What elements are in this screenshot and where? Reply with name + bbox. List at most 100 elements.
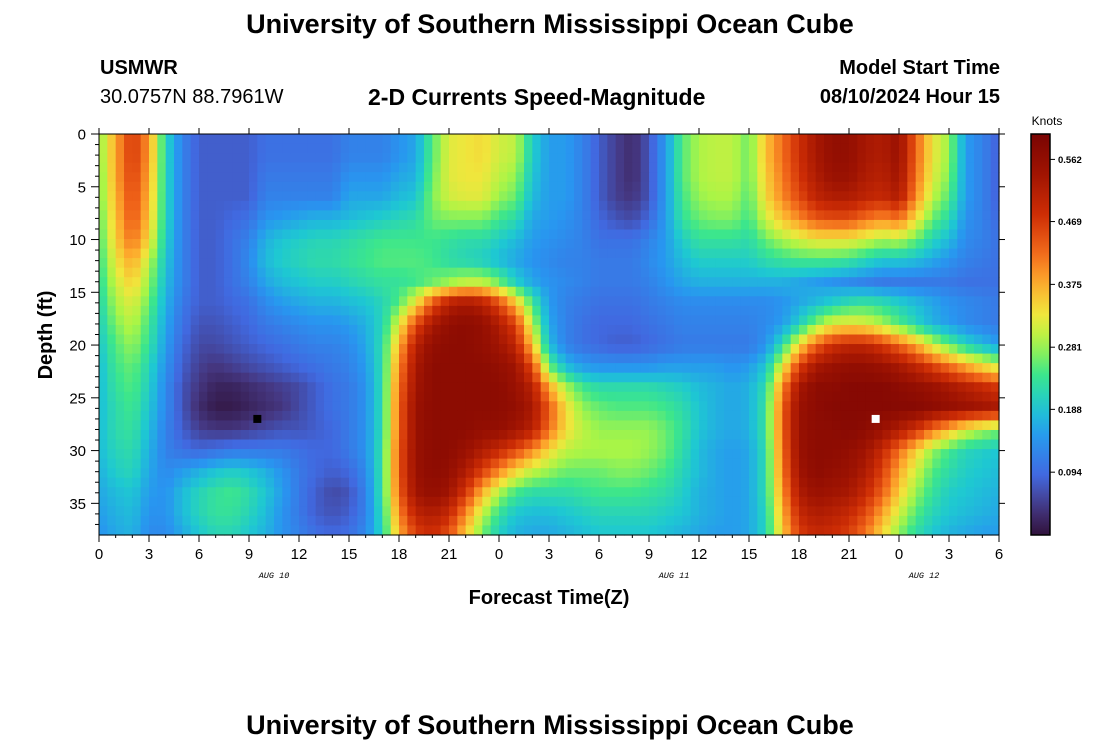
- heatmap-cell: [907, 449, 917, 460]
- heatmap-cell: [857, 468, 867, 479]
- heatmap-cell: [949, 449, 958, 460]
- heatmap-cell: [490, 429, 500, 441]
- heatmap-cell: [549, 219, 558, 231]
- heatmap-cell: [532, 420, 542, 431]
- heatmap-cell: [332, 286, 342, 297]
- heatmap-cell: [774, 439, 783, 450]
- heatmap-cell: [140, 305, 150, 317]
- heatmap-cell: [465, 191, 475, 202]
- heatmap-cell: [449, 315, 458, 326]
- heatmap-cell: [807, 506, 817, 517]
- heatmap-cell: [790, 200, 800, 211]
- heatmap-cell: [457, 487, 467, 498]
- heatmap-cell: [440, 353, 450, 364]
- heatmap-cell: [549, 286, 558, 297]
- heatmap-cell: [182, 506, 192, 517]
- heatmap-cell: [957, 344, 967, 355]
- heatmap-cell: [149, 267, 158, 278]
- heatmap-cell: [699, 305, 708, 317]
- heatmap-cell: [740, 487, 750, 498]
- heatmap-cell: [132, 401, 142, 412]
- heatmap-cell: [582, 515, 592, 527]
- heatmap-cell: [915, 334, 925, 345]
- heatmap-cell: [540, 439, 550, 450]
- heatmap-cell: [390, 162, 400, 173]
- heatmap-cell: [157, 334, 167, 345]
- heatmap-cell: [840, 286, 850, 297]
- heatmap-cell: [340, 506, 350, 517]
- heatmap-cell: [215, 181, 225, 192]
- heatmap-cell: [982, 382, 992, 393]
- heatmap-cell: [499, 382, 508, 393]
- heatmap-cell: [374, 305, 383, 317]
- heatmap-cell: [249, 191, 258, 202]
- heatmap-cell: [840, 458, 850, 469]
- heatmap-cell: [624, 258, 633, 269]
- heatmap-cell: [399, 315, 408, 326]
- heatmap-cell: [957, 382, 967, 393]
- heatmap-cell: [940, 496, 950, 507]
- heatmap-cell: [432, 496, 442, 507]
- heatmap-cell: [957, 449, 967, 460]
- heatmap-cell: [457, 296, 467, 307]
- heatmap-cell: [499, 391, 508, 402]
- heatmap-cell: [257, 305, 267, 317]
- heatmap-cell: [649, 219, 658, 231]
- heatmap-cell: [799, 172, 808, 183]
- heatmap-cell: [957, 487, 967, 498]
- heatmap-cell: [940, 172, 950, 183]
- heatmap-cell: [365, 181, 375, 192]
- heatmap-cell: [549, 134, 558, 145]
- heatmap-cell: [657, 143, 667, 154]
- heatmap-cell: [282, 134, 292, 145]
- heatmap-cell: [265, 382, 275, 393]
- heatmap-cell: [424, 506, 433, 517]
- heatmap-cell: [832, 353, 842, 364]
- heatmap-cell: [982, 468, 992, 479]
- heatmap-cell: [532, 172, 542, 183]
- heatmap-cell: [165, 153, 175, 164]
- heatmap-cell: [674, 239, 683, 250]
- heatmap-cell: [482, 162, 492, 173]
- heatmap-cell: [490, 229, 500, 240]
- heatmap-cell: [740, 162, 750, 173]
- heatmap-cell: [315, 477, 325, 488]
- heatmap-cell: [557, 305, 567, 317]
- heatmap-cell: [474, 286, 483, 297]
- heatmap-cell: [549, 449, 558, 460]
- heatmap-cell: [932, 496, 942, 507]
- heatmap-cell: [315, 172, 325, 183]
- heatmap-cell: [490, 363, 500, 374]
- heatmap-cell: [682, 162, 692, 173]
- heatmap-cell: [940, 200, 950, 211]
- heatmap-cell: [624, 153, 633, 164]
- heatmap-cell: [282, 487, 292, 498]
- heatmap-cell: [382, 391, 392, 402]
- heatmap-cell: [382, 372, 392, 383]
- heatmap-cell: [915, 286, 925, 297]
- heatmap-cell: [599, 420, 608, 431]
- heatmap-cell: [507, 391, 517, 402]
- heatmap-cell: [140, 143, 150, 154]
- y-tick-label: 0: [78, 127, 86, 144]
- heatmap-cell: [332, 410, 342, 422]
- heatmap-cell: [582, 296, 592, 307]
- heatmap-cell: [207, 258, 217, 269]
- heatmap-cell: [499, 248, 508, 259]
- heatmap-cell: [799, 334, 808, 345]
- heatmap-cell: [882, 401, 892, 412]
- heatmap-cell: [240, 277, 250, 288]
- heatmap-cell: [674, 162, 683, 173]
- heatmap-cell: [699, 181, 708, 192]
- heatmap-cell: [215, 286, 225, 297]
- heatmap-cell: [382, 468, 392, 479]
- heatmap-cell: [224, 305, 233, 317]
- heatmap-cell: [690, 181, 700, 192]
- heatmap-cell: [907, 334, 917, 345]
- heatmap-cell: [899, 410, 908, 422]
- heatmap-cell: [615, 219, 625, 231]
- heatmap-cell: [832, 410, 842, 422]
- heatmap-cell: [932, 191, 942, 202]
- heatmap-cell: [515, 372, 525, 383]
- heatmap-cell: [157, 191, 167, 202]
